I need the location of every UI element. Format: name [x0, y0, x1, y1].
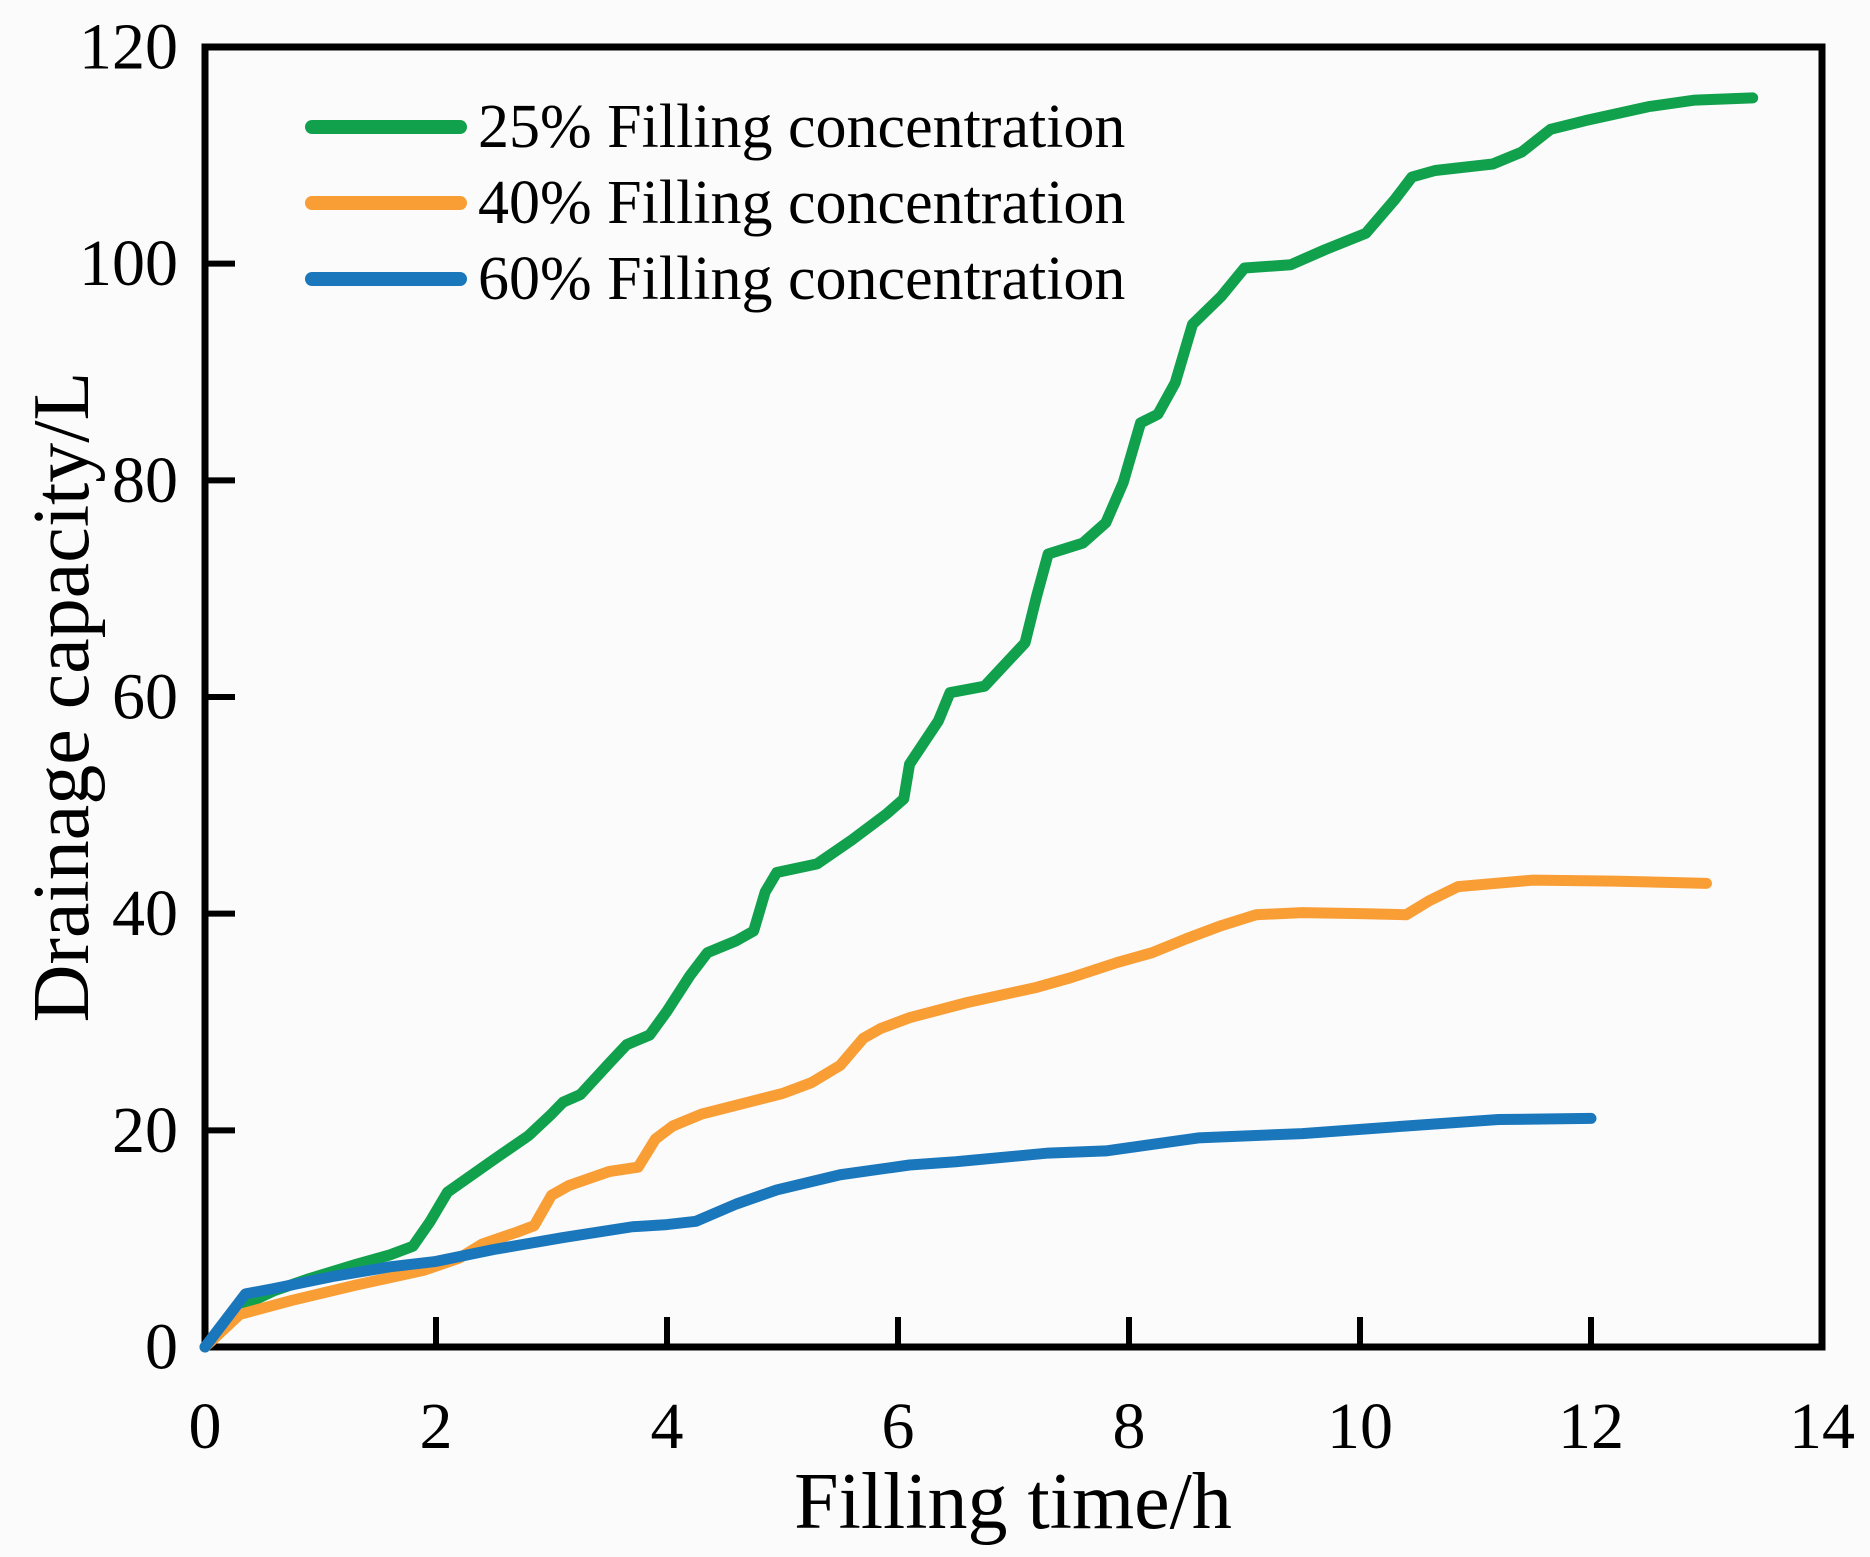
x-tick-label: 2	[420, 1390, 453, 1463]
y-tick-label: 20	[112, 1094, 178, 1167]
legend: 25% Filling concentration 40% Filling con…	[305, 93, 1125, 313]
y-tick-label: 60	[112, 661, 178, 734]
x-tick-label: 4	[651, 1390, 684, 1463]
x-tick-label: 0	[189, 1390, 222, 1463]
legend-label: 25% Filling concentration	[478, 93, 1125, 161]
legend-label: 40% Filling concentration	[478, 169, 1125, 237]
series-line-40-filling-concentration	[199, 874, 1712, 1353]
y-tick-label: 80	[112, 444, 178, 517]
x-tick-label: 10	[1327, 1390, 1393, 1463]
x-axis-title: Filling time/h	[794, 1458, 1232, 1546]
legend-item: 40% Filling concentration	[305, 169, 1125, 237]
x-tick-label: 14	[1789, 1390, 1855, 1463]
y-tick-label: 100	[79, 227, 178, 300]
x-tick-label: 12	[1558, 1390, 1624, 1463]
y-tick-label: 40	[112, 877, 178, 950]
axis-ticks	[202, 44, 1825, 1350]
series-line-60-filling-concentration	[199, 1112, 1597, 1353]
series-lines	[199, 92, 1759, 1353]
legend-item: 60% Filling concentration	[305, 245, 1125, 313]
y-axis-title: Drainage capacity/L	[18, 372, 106, 1023]
y-tick-label: 0	[145, 1311, 178, 1384]
x-tick-labels: 0 2 4 6 8 10 12 14	[189, 1390, 1856, 1463]
legend-item: 25% Filling concentration	[305, 93, 1125, 161]
series-line-25-filling-concentration	[199, 92, 1759, 1353]
x-tick-label: 8	[1113, 1390, 1146, 1463]
x-tick-label: 6	[882, 1390, 915, 1463]
y-tick-labels: 0 20 40 60 80 100 120	[79, 11, 178, 1384]
legend-label: 60% Filling concentration	[478, 245, 1125, 313]
y-tick-label: 120	[79, 11, 178, 84]
